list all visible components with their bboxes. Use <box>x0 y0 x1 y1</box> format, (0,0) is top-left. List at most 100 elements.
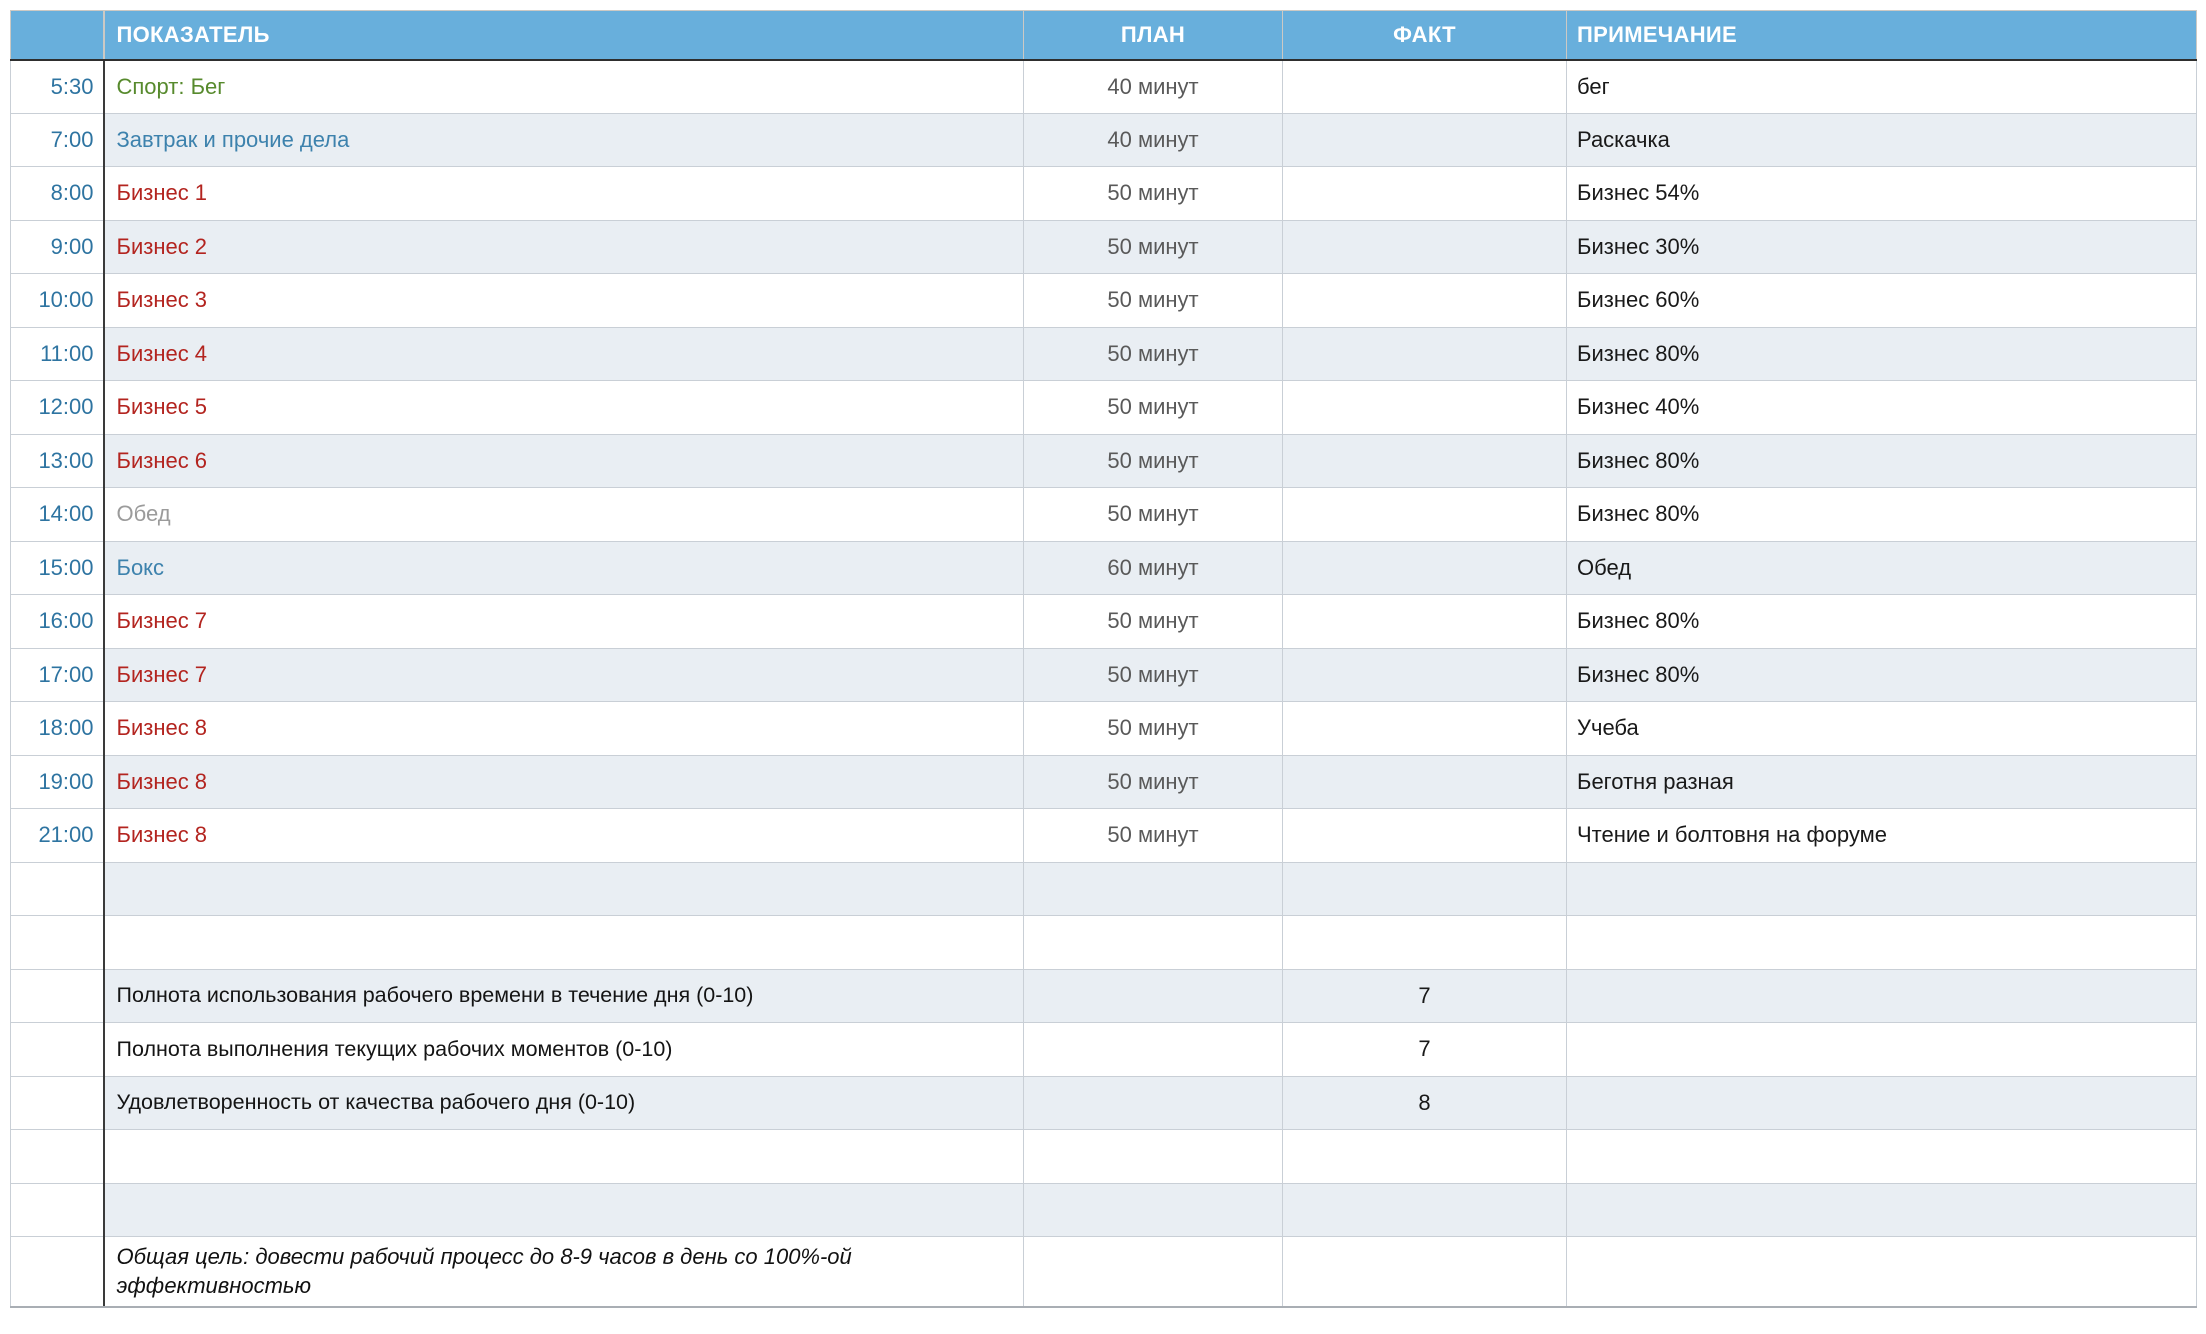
schedule-row: 11:00 Бизнес 4 50 минут Бизнес 80% <box>10 326 2197 381</box>
plan-cell: 50 минут <box>1023 380 1283 435</box>
schedule-row: 16:00 Бизнес 7 50 минут Бизнес 80% <box>10 594 2197 649</box>
rating-row: Удовлетворенность от качества рабочего д… <box>10 1075 2197 1130</box>
schedule-row: 15:00 Бокс 60 минут Обед <box>10 540 2197 595</box>
plan-cell: 40 минут <box>1023 59 1283 114</box>
plan-cell: 50 минут <box>1023 647 1283 702</box>
note-cell: Обед <box>1566 540 2197 595</box>
fact-cell <box>1282 1236 1567 1309</box>
activity-cell: Бизнес 8 <box>102 808 1024 863</box>
plan-cell: 50 минут <box>1023 166 1283 221</box>
time-cell <box>10 1182 104 1237</box>
rating-label-cell: Полнота выполнения текущих рабочих момен… <box>102 1022 1024 1077</box>
fact-cell <box>1282 112 1567 167</box>
time-cell: 13:00 <box>10 433 104 488</box>
daily-schedule-table: ПОКАЗАТЕЛЬ ПЛАН ФАКТ ПРИМЕЧАНИЕ 5:30 Спо… <box>10 10 2197 1309</box>
note-cell: Бизнес 80% <box>1566 594 2197 649</box>
empty-row <box>10 1182 2197 1237</box>
plan-cell <box>1023 1182 1283 1237</box>
plan-cell: 50 минут <box>1023 433 1283 488</box>
time-cell: 8:00 <box>10 166 104 221</box>
fact-cell <box>1282 487 1567 542</box>
activity-cell: Бизнес 7 <box>102 647 1024 702</box>
time-cell: 5:30 <box>10 59 104 114</box>
schedule-row: 10:00 Бизнес 3 50 минут Бизнес 60% <box>10 273 2197 328</box>
empty-row <box>10 861 2197 916</box>
header-cell-fact: ФАКТ <box>1282 10 1567 61</box>
time-cell <box>10 1022 104 1077</box>
note-cell: Раскачка <box>1566 112 2197 167</box>
fact-cell <box>1282 754 1567 809</box>
activity-cell: Бизнес 7 <box>102 594 1024 649</box>
fact-cell <box>1282 1182 1567 1237</box>
schedule-row: 14:00 Обед 50 минут Бизнес 80% <box>10 487 2197 542</box>
fact-cell <box>1282 1129 1567 1184</box>
header-cell-time <box>10 10 104 61</box>
activity-cell <box>102 1182 1024 1237</box>
fact-cell <box>1282 647 1567 702</box>
note-cell <box>1566 1182 2197 1237</box>
rating-value-cell: 7 <box>1282 1022 1567 1077</box>
note-cell: Бизнес 54% <box>1566 166 2197 221</box>
plan-cell <box>1023 1236 1283 1309</box>
fact-cell <box>1282 701 1567 756</box>
note-cell: Бизнес 80% <box>1566 487 2197 542</box>
header-cell-indicator: ПОКАЗАТЕЛЬ <box>102 10 1024 61</box>
header-row: ПОКАЗАТЕЛЬ ПЛАН ФАКТ ПРИМЕЧАНИЕ <box>10 10 2197 61</box>
plan-cell <box>1023 1129 1283 1184</box>
activity-cell: Бизнес 2 <box>102 219 1024 274</box>
schedule-row: 7:00 Завтрак и прочие дела 40 минут Раск… <box>10 112 2197 167</box>
note-cell <box>1566 968 2197 1023</box>
fact-cell <box>1282 915 1567 970</box>
rating-label-cell: Удовлетворенность от качества рабочего д… <box>102 1075 1024 1130</box>
schedule-row: 12:00 Бизнес 5 50 минут Бизнес 40% <box>10 380 2197 435</box>
time-cell: 14:00 <box>10 487 104 542</box>
fact-cell <box>1282 380 1567 435</box>
activity-cell: Завтрак и прочие дела <box>102 112 1024 167</box>
time-cell: 9:00 <box>10 219 104 274</box>
schedule-row: 17:00 Бизнес 7 50 минут Бизнес 80% <box>10 647 2197 702</box>
note-cell: бег <box>1566 59 2197 114</box>
plan-cell: 50 минут <box>1023 594 1283 649</box>
activity-cell: Бизнес 8 <box>102 701 1024 756</box>
empty-row <box>10 1129 2197 1184</box>
note-cell: Чтение и болтовня на форуме <box>1566 808 2197 863</box>
schedule-row: 8:00 Бизнес 1 50 минут Бизнес 54% <box>10 166 2197 221</box>
note-cell: Бизнес 30% <box>1566 219 2197 274</box>
plan-cell: 50 минут <box>1023 326 1283 381</box>
note-cell: Бизнес 80% <box>1566 647 2197 702</box>
time-cell: 15:00 <box>10 540 104 595</box>
time-cell: 7:00 <box>10 112 104 167</box>
activity-cell: Бизнес 8 <box>102 754 1024 809</box>
schedule-row: 21:00 Бизнес 8 50 минут Чтение и болтовн… <box>10 808 2197 863</box>
plan-cell <box>1023 1075 1283 1130</box>
rating-row: Полнота выполнения текущих рабочих момен… <box>10 1022 2197 1077</box>
header-cell-plan: ПЛАН <box>1023 10 1283 61</box>
fact-cell <box>1282 540 1567 595</box>
plan-cell: 50 минут <box>1023 273 1283 328</box>
plan-cell: 50 минут <box>1023 808 1283 863</box>
plan-cell <box>1023 1022 1283 1077</box>
note-cell <box>1566 915 2197 970</box>
goal-row: Общая цель: довести рабочий процесс до 8… <box>10 1236 2197 1309</box>
plan-cell: 50 минут <box>1023 701 1283 756</box>
plan-cell <box>1023 968 1283 1023</box>
note-cell: Бизнес 60% <box>1566 273 2197 328</box>
time-cell: 10:00 <box>10 273 104 328</box>
note-cell: Учеба <box>1566 701 2197 756</box>
schedule-row: 13:00 Бизнес 6 50 минут Бизнес 80% <box>10 433 2197 488</box>
time-cell <box>10 968 104 1023</box>
rating-row: Полнота использования рабочего времени в… <box>10 968 2197 1023</box>
header-cell-note: ПРИМЕЧАНИЕ <box>1566 10 2197 61</box>
activity-cell <box>102 861 1024 916</box>
time-cell: 16:00 <box>10 594 104 649</box>
activity-cell <box>102 915 1024 970</box>
fact-cell <box>1282 219 1567 274</box>
time-cell: 17:00 <box>10 647 104 702</box>
plan-cell <box>1023 915 1283 970</box>
note-cell: Беготня разная <box>1566 754 2197 809</box>
note-cell: Бизнес 80% <box>1566 433 2197 488</box>
note-cell: Бизнес 80% <box>1566 326 2197 381</box>
rating-value-cell: 7 <box>1282 968 1567 1023</box>
fact-cell <box>1282 861 1567 916</box>
